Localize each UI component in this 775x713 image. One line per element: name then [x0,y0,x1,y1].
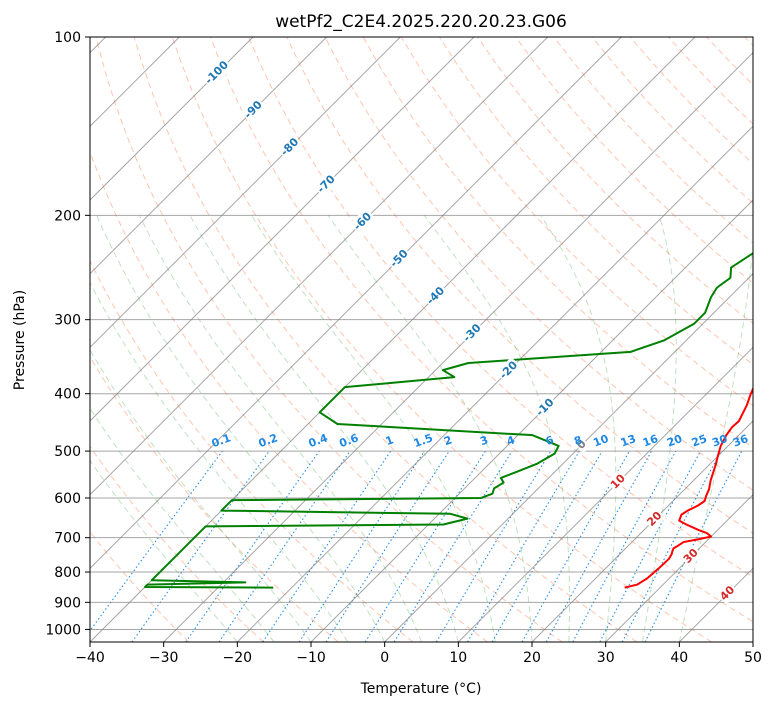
y-tick-label: 700 [54,531,81,547]
y-tick-label: 100 [54,30,81,46]
x-tick-label: 30 [597,650,615,666]
x-tick-label: −10 [296,650,326,666]
x-tick-label: 20 [523,650,541,666]
y-tick-label: 800 [54,565,81,581]
y-tick-label: 500 [54,444,81,460]
x-tick-label: 50 [744,650,762,666]
y-tick-label: 300 [54,313,81,329]
x-tick-label: 10 [449,650,467,666]
y-tick-label: 1000 [45,622,81,638]
y-tick-label: 400 [54,387,81,403]
y-tick-label: 900 [54,595,81,611]
y-tick-label: 600 [54,491,81,507]
x-tick-label: −40 [75,650,105,666]
x-tick-label: 0 [380,650,389,666]
x-tick-label: 40 [670,650,688,666]
y-tick-label: 200 [54,208,81,224]
y-axis-label: Pressure (hPa) [12,290,28,390]
x-tick-label: −20 [223,650,253,666]
chart-title: wetPf2_C2E4.2025.220.20.23.G06 [275,12,567,32]
x-axis-label: Temperature (°C) [360,681,482,697]
x-tick-label: −30 [149,650,179,666]
